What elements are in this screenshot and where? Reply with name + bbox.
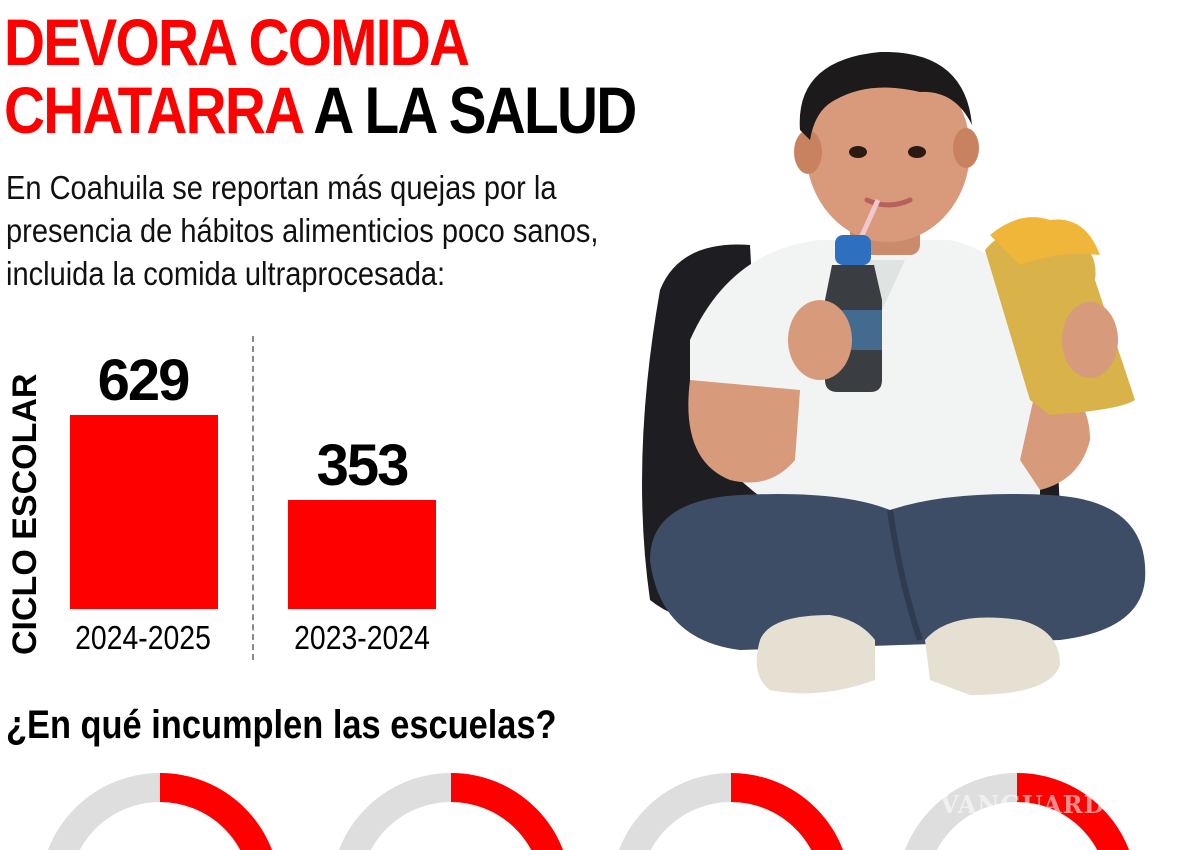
dashed-divider [252, 336, 254, 660]
headline-line-2: CHATARRA A LA SALUD [4, 73, 637, 147]
donut-chart-2 [331, 773, 571, 850]
headline-red-text-2: CHATARRA [4, 73, 303, 147]
bar-2023-2024 [288, 500, 436, 609]
bar-2024-2025 [70, 415, 218, 609]
donut-chart-3 [611, 773, 851, 850]
intro-line-3: incluida la comida ultraprocesada: [6, 255, 446, 292]
intro-line-1: En Coahuila se reportan más quejas por l… [6, 169, 557, 206]
photo-boy-with-junk-food [620, 40, 1180, 720]
headline: DEVORA COMIDA CHATARRA A LA SALUD [4, 8, 637, 147]
donut-chart-1 [40, 773, 280, 850]
y-axis-label: CICLO ESCOLAR [6, 373, 44, 655]
intro-line-2: presencia de hábitos alimenticios poco s… [6, 212, 599, 249]
headline-line-1: DEVORA COMIDA [4, 8, 636, 76]
bar-category-2023-2024: 2023-2024 [294, 619, 430, 656]
bar-value-2023-2024: 353 [316, 433, 410, 498]
watermark: VANGUARD [940, 790, 1106, 819]
section-question: ¿En qué incumplen las escuelas? [6, 703, 557, 747]
headline-black-text: A LA SALUD [301, 73, 637, 147]
bar-value-2024-2025: 629 [97, 348, 191, 413]
boy-illustration [642, 51, 1146, 695]
intro-paragraph: En Coahuila se reportan más quejas por l… [6, 166, 640, 295]
bar-category-2024-2025: 2024-2025 [75, 619, 211, 656]
headline-red-text-1: DEVORA COMIDA [4, 5, 470, 79]
donut-chart-4 [897, 773, 1137, 850]
